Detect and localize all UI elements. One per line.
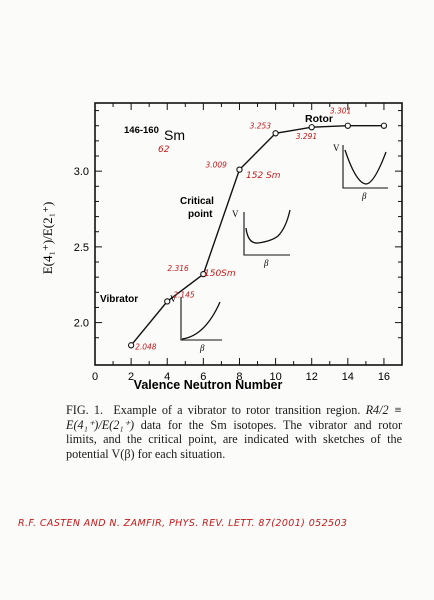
critical-label-line1: Critical [180, 196, 214, 207]
data-point [344, 122, 351, 129]
x-axis-label: Valence Neutron Number [134, 378, 283, 392]
figure: 0 2 4 6 8 10 12 14 16 2.0 2.5 3.0 Valence Neutron … [40, 102, 403, 392]
x-tick-label: 4 [164, 371, 170, 383]
vibrator-label: Vibrator [100, 294, 138, 305]
y-axis-label: E(4₁⁺)/E(2₁⁺) [40, 202, 55, 275]
data-point [308, 124, 315, 131]
sm150-handwritten: 150Sm [204, 269, 236, 279]
caption-ratio: R4/2 ≡ E(4₁⁺)/E(2₁⁺) [66, 403, 402, 432]
data-point [236, 166, 243, 173]
plot-frame [94, 102, 403, 366]
figure-caption: FIG. 1. Example of a vibrator to rotor t… [66, 403, 402, 461]
rotor-v-axis: V [333, 143, 340, 153]
sm152-handwritten: 152 Sm [246, 171, 281, 181]
isotope-mass-range: 146-160 [124, 125, 159, 136]
data-label: 2.145 [173, 290, 195, 299]
rotor-label: Rotor [305, 113, 333, 125]
rotor-potential-sketch: V β [333, 143, 388, 201]
critical-beta-axis: β [263, 258, 269, 268]
vibrator-beta-axis: β [199, 343, 205, 353]
data-point [200, 270, 207, 278]
x-tick-label: 16 [378, 371, 390, 383]
y-tick-labels: 2.0 2.5 3.0 [74, 166, 89, 329]
data-point [272, 130, 279, 137]
x-tick-label: 8 [236, 371, 242, 383]
y-tick-label: 2.0 [74, 318, 89, 330]
x-tick-label: 12 [306, 371, 318, 383]
caption-line2: data for the Sm isotopes. The vibrator a… [66, 417, 403, 461]
data-label: 3.301 [330, 107, 351, 116]
critical-label-line2: point [188, 209, 213, 220]
series-line [130, 125, 384, 346]
x-tick-label: 2 [128, 371, 134, 383]
data-label: 2.316 [167, 264, 189, 273]
data-labels: 2.048 2.145 2.316 3.009 3.253 3.291 3.301 [135, 107, 351, 352]
x-tick-labels: 0 2 4 6 8 10 12 14 16 [92, 371, 390, 383]
handwritten-reference: R.F. CASTEN AND N. ZAMFIR, PHYS. REV. LE… [18, 518, 348, 529]
data-label: 3.253 [250, 121, 272, 130]
critical-potential-sketch: V β [232, 209, 291, 268]
data-point [127, 342, 135, 349]
data-point [380, 122, 388, 129]
data-label: 3.009 [205, 161, 227, 170]
x-tick-label: 6 [200, 371, 206, 383]
x-tick-label: 14 [342, 371, 354, 383]
y-tick-label: 2.5 [74, 242, 89, 254]
data-label: 2.048 [135, 342, 157, 351]
isotope-symbol: Sm [164, 127, 185, 143]
x-tick-label: 0 [92, 371, 98, 383]
data-label: 3.291 [296, 132, 317, 141]
axis-ticks [94, 103, 402, 365]
atomic-number-handwritten: 62 [158, 145, 170, 155]
x-tick-label: 10 [269, 371, 281, 383]
vibrator-v-axis: V [170, 294, 177, 304]
vibrator-potential-sketch: V β [170, 294, 222, 353]
caption-prefix: FIG. 1. [66, 403, 103, 417]
y-tick-label: 3.0 [74, 166, 89, 178]
data-point [164, 298, 171, 305]
rotor-beta-axis: β [361, 191, 367, 201]
caption-line1: Example of a vibrator to rotor transitio… [113, 403, 361, 417]
data-markers [127, 122, 388, 349]
critical-v-axis: V [232, 209, 239, 219]
